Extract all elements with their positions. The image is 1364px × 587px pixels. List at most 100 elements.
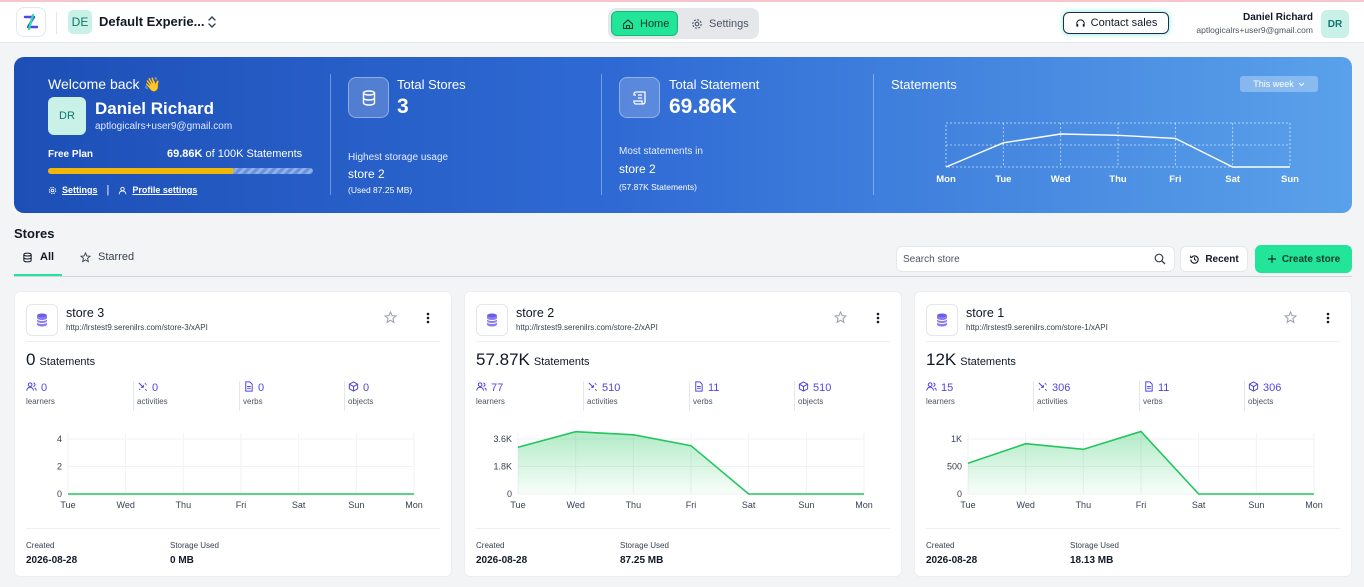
database-icon [23, 252, 32, 262]
star-icon[interactable] [1284, 311, 1297, 324]
created-value: 2026-08-28 [476, 555, 528, 566]
x-tick-label: Fri [1136, 500, 1147, 510]
metric-learners-value: 77 [491, 382, 504, 394]
metric-learners: 15 learners [926, 381, 1031, 406]
metric-verbs: 11 verbs [693, 381, 798, 406]
x-tick-label: Mon [405, 500, 423, 510]
more-vertical-icon[interactable] [424, 311, 432, 325]
gear-icon [48, 186, 57, 194]
headset-icon [1076, 18, 1085, 27]
logo-icon [23, 13, 39, 31]
contact-sales-button[interactable]: Contact sales [1063, 12, 1169, 34]
verbs-icon [243, 381, 254, 395]
x-tick-label: Sat [292, 500, 306, 510]
profile-avatar: DR [48, 97, 86, 135]
range-select[interactable]: This week [1240, 76, 1318, 92]
profile-links: Settings | Profile settings [48, 184, 197, 196]
x-tick-label: Sun [1248, 500, 1264, 510]
star-icon[interactable] [834, 311, 847, 324]
y-tick-label: 0 [957, 489, 962, 499]
workspace-avatar[interactable]: DE [68, 10, 92, 34]
store-name[interactable]: store 3 [66, 306, 105, 320]
store-name[interactable]: store 1 [966, 306, 1005, 320]
create-store-label: Create store [1281, 253, 1341, 265]
x-tick-label: Tue [60, 500, 75, 510]
card-divider [476, 341, 890, 342]
metric-divider [689, 381, 690, 411]
learners-icon [26, 381, 37, 395]
y-tick-label: 4 [57, 434, 62, 444]
store-url: http://lrstest9.serenilrs.com/store-3/xA… [66, 323, 208, 332]
tab-starred[interactable]: Starred [80, 251, 134, 263]
metric-objects-value: 306 [1263, 382, 1282, 394]
x-tick-label: Sat [742, 500, 756, 510]
x-tick-label: Sat [1225, 174, 1241, 185]
x-tick-label: Mon [1305, 500, 1323, 510]
store-card[interactable]: store 1 http://lrstest9.serenilrs.com/st… [914, 291, 1352, 577]
store-card[interactable]: store 3 http://lrstest9.serenilrs.com/st… [14, 291, 452, 577]
store-card[interactable]: store 2 http://lrstest9.serenilrs.com/st… [464, 291, 902, 577]
gear-icon [692, 18, 702, 29]
x-tick-label: Sun [348, 500, 364, 510]
search-store-input[interactable]: Search store [896, 246, 1175, 272]
store-name[interactable]: store 2 [516, 306, 555, 320]
nav-home-label: Home [640, 17, 670, 30]
settings-link[interactable]: Settings [62, 185, 98, 195]
objects-icon [1248, 381, 1259, 395]
metric-divider [1244, 381, 1245, 411]
plan-name: Free Plan [48, 149, 94, 160]
x-tick-label: Sat [1192, 500, 1206, 510]
user-avatar[interactable]: DR [1321, 10, 1349, 38]
highest-storage-label: Highest storage usage [348, 152, 449, 163]
recent-sort-button[interactable]: Recent [1180, 246, 1248, 272]
app-logo[interactable] [16, 7, 46, 37]
tab-starred-label: Starred [98, 251, 135, 263]
objects-icon [798, 381, 809, 395]
activities-icon [137, 381, 148, 395]
x-tick-label: Thu [626, 500, 642, 510]
statement-count: 57.87K Statements [476, 350, 590, 370]
link-separator: | [106, 184, 110, 196]
statement-count-value: 57.87K [476, 350, 530, 369]
metric-verbs-label: verbs [693, 397, 713, 406]
statement-count: 12K Statements [926, 350, 1016, 370]
x-tick-label: Wed [1016, 500, 1034, 510]
most-statements-count: (57.87K Statements) [619, 182, 697, 192]
profile-settings-link[interactable]: Profile settings [132, 185, 198, 195]
store-statements-chart: 0 2 4 Tue Wed Thu Fri Sat Sun Mon [57, 433, 423, 510]
workspace-name[interactable]: Default Experie... [99, 14, 205, 29]
nav-home-tab[interactable]: Home [611, 11, 678, 36]
metric-activities: 510 activities [587, 381, 692, 406]
star-icon [80, 251, 91, 263]
x-tick-label: Wed [1051, 174, 1071, 185]
metric-activities: 0 activities [137, 381, 242, 406]
series-line [967, 430, 1314, 495]
x-tick-label: Thu [176, 500, 192, 510]
statement-count: 0 Statements [26, 350, 95, 370]
banner-divider [330, 74, 331, 195]
y-tick-label: 3.6K [493, 434, 512, 444]
x-tick-label: Wed [566, 500, 584, 510]
x-tick-label: Thu [1109, 174, 1127, 185]
metric-divider [583, 381, 584, 411]
create-store-button[interactable]: Create store [1255, 245, 1352, 273]
metric-divider [1139, 381, 1140, 411]
chevron-updown-icon[interactable] [206, 14, 218, 30]
verbs-icon [1143, 381, 1154, 395]
store-url: http://lrstest9.serenilrs.com/store-2/xA… [516, 323, 658, 332]
x-tick-label: Wed [116, 500, 134, 510]
nav-settings-tab[interactable]: Settings [688, 11, 754, 36]
more-vertical-icon[interactable] [874, 311, 882, 325]
store-database-icon [926, 304, 958, 336]
more-vertical-icon[interactable] [1324, 311, 1332, 325]
metric-activities-label: activities [1037, 397, 1068, 406]
store-statements-chart: 0 1.8K 3.6K Tue Wed Thu Fri Sat Sun Mon [493, 430, 873, 510]
tab-all[interactable]: All [22, 251, 54, 263]
y-tick-label: 0 [507, 489, 512, 499]
metric-objects-label: objects [348, 397, 374, 406]
top-bar: DE Default Experie... Home Settings Cont… [0, 2, 1364, 43]
star-icon[interactable] [384, 311, 397, 324]
x-tick-label: Tue [510, 500, 525, 510]
statement-count-label: Statements [39, 356, 96, 368]
total-statement-value: 69.86K [669, 95, 737, 118]
